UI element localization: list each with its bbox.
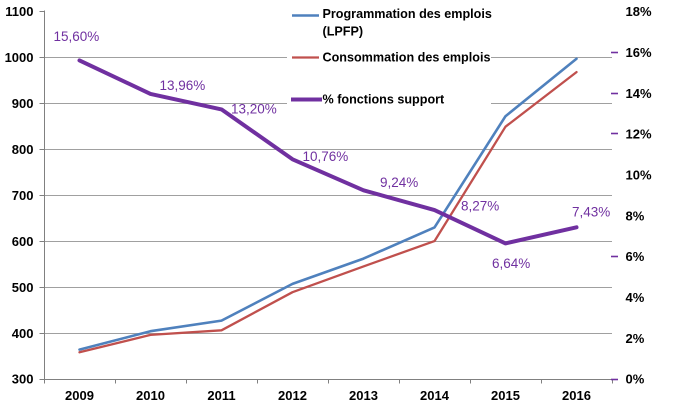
svg-text:2015: 2015 xyxy=(491,388,520,403)
svg-text:4%: 4% xyxy=(626,290,645,305)
svg-text:18%: 18% xyxy=(626,4,652,19)
svg-text:13,96%: 13,96% xyxy=(160,78,206,93)
svg-text:700: 700 xyxy=(12,188,34,203)
svg-text:9,24%: 9,24% xyxy=(380,175,418,190)
svg-text:2012: 2012 xyxy=(278,388,307,403)
svg-text:16%: 16% xyxy=(626,45,652,60)
svg-text:2011: 2011 xyxy=(207,388,235,403)
svg-text:300: 300 xyxy=(12,372,34,387)
svg-text:14%: 14% xyxy=(626,86,652,101)
svg-text:500: 500 xyxy=(12,280,34,295)
svg-text:15,60%: 15,60% xyxy=(54,29,100,44)
svg-text:900: 900 xyxy=(12,96,34,111)
svg-text:800: 800 xyxy=(12,142,34,157)
svg-text:2014: 2014 xyxy=(420,388,450,403)
svg-text:1000: 1000 xyxy=(5,50,34,65)
svg-text:6%: 6% xyxy=(626,249,645,264)
svg-text:2013: 2013 xyxy=(349,388,378,403)
svg-text:2016: 2016 xyxy=(562,388,591,403)
svg-text:2009: 2009 xyxy=(65,388,94,403)
svg-text:400: 400 xyxy=(12,326,34,341)
svg-text:(LPFP): (LPFP) xyxy=(323,25,364,39)
svg-text:13,20%: 13,20% xyxy=(231,102,277,117)
svg-text:600: 600 xyxy=(12,234,34,249)
svg-text:Programmation des emplois: Programmation des emplois xyxy=(323,7,492,21)
svg-text:% fonctions support: % fonctions support xyxy=(323,92,446,106)
svg-text:2%: 2% xyxy=(626,331,645,346)
svg-text:2010: 2010 xyxy=(136,388,165,403)
svg-text:6,64%: 6,64% xyxy=(492,256,530,271)
svg-text:8,27%: 8,27% xyxy=(461,199,499,214)
svg-text:10,76%: 10,76% xyxy=(303,149,349,164)
svg-text:12%: 12% xyxy=(626,127,652,142)
svg-text:0%: 0% xyxy=(626,372,645,387)
svg-text:8%: 8% xyxy=(626,208,645,223)
svg-text:7,43%: 7,43% xyxy=(572,205,610,220)
svg-text:1100: 1100 xyxy=(5,4,33,19)
svg-text:Consommation des emplois: Consommation des emplois xyxy=(323,50,491,64)
svg-text:10%: 10% xyxy=(626,168,652,183)
